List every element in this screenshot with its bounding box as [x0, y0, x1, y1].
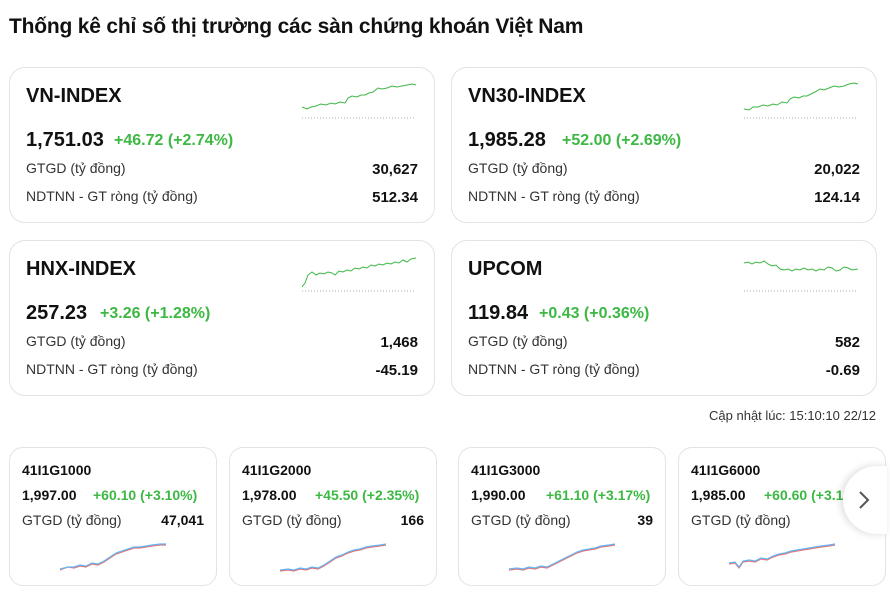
futures-card[interactable]: 41I1G3000 1,990.00 +61.10 (+3.17%) GTGD … — [458, 447, 666, 586]
gtgd-value: 20,022 — [814, 161, 860, 178]
ndt-label: NDTNN - GT ròng (tỷ đồng) — [26, 188, 198, 204]
gtgd-value: 39 — [637, 512, 653, 528]
index-change: +3.26 (+1.28%) — [100, 305, 211, 322]
sparkline-chart — [509, 543, 615, 571]
index-change: +46.72 (+2.74%) — [114, 132, 234, 149]
ndt-label: NDTNN - GT ròng (tỷ đồng) — [468, 361, 640, 377]
gtgd-label: GTGD (tỷ đồng) — [471, 512, 571, 528]
index-change: +52.00 (+2.69%) — [562, 132, 682, 149]
gtgd-label: GTGD (tỷ đồng) — [22, 512, 122, 528]
gtgd-value: 47,041 — [161, 512, 204, 528]
gtgd-value: 1,468 — [380, 334, 418, 351]
futures-change: +60.60 (+3.15%) — [764, 487, 869, 503]
index-name: VN30-INDEX — [468, 85, 586, 107]
ndt-label: NDTNN - GT ròng (tỷ đồng) — [26, 361, 198, 377]
ndt-label: NDTNN - GT ròng (tỷ đồng) — [468, 188, 640, 204]
sparkline-chart — [302, 257, 416, 292]
ndt-value: 512.34 — [372, 189, 418, 206]
gtgd-label: GTGD (tỷ đồng) — [691, 512, 791, 528]
index-value: 1,985.28 — [468, 129, 546, 151]
sparkline-chart — [302, 83, 416, 119]
gtgd-label: GTGD (tỷ đồng) — [242, 512, 342, 528]
futures-carousel: 41I1G1000 1,997.00 +60.10 (+3.10%) GTGD … — [0, 447, 890, 592]
ndt-value: -0.69 — [825, 362, 860, 379]
futures-card[interactable]: 41I1G2000 1,978.00 +45.50 (+2.35%) GTGD … — [229, 447, 437, 586]
futures-name: 41I1G1000 — [22, 462, 92, 478]
index-card-hnx[interactable]: HNX-INDEX 257.23 +3.26 (+1.28%) GTGD (tỷ… — [9, 240, 435, 396]
ndt-value: -45.19 — [375, 362, 418, 379]
index-name: HNX-INDEX — [26, 258, 137, 280]
index-name: UPCOM — [468, 258, 543, 280]
futures-change: +45.50 (+2.35%) — [315, 487, 420, 503]
futures-name: 41I1G3000 — [471, 462, 541, 478]
index-value: 119.84 — [468, 302, 529, 324]
index-value: 1,751.03 — [26, 129, 104, 151]
sparkline-chart — [280, 543, 386, 572]
gtgd-value: 30,627 — [372, 161, 418, 178]
futures-value: 1,978.00 — [242, 487, 297, 503]
gtgd-label: GTGD (tỷ đồng) — [26, 333, 126, 349]
futures-value: 1,997.00 — [22, 487, 77, 503]
gtgd-label: GTGD (tỷ đồng) — [26, 160, 126, 176]
futures-name: 41I1G2000 — [242, 462, 312, 478]
ndt-value: 124.14 — [814, 189, 860, 206]
gtgd-label: GTGD (tỷ đồng) — [468, 333, 568, 349]
futures-change: +60.10 (+3.10%) — [93, 487, 198, 503]
page-title: Thống kê chỉ số thị trường các sàn chứng… — [9, 15, 584, 38]
index-name: VN-INDEX — [26, 85, 122, 107]
sparkline-chart — [60, 543, 166, 571]
index-card-vnindex[interactable]: VN-INDEX 1,751.03 +46.72 (+2.74%) GTGD (… — [9, 67, 435, 223]
futures-name: 41I1G6000 — [691, 462, 761, 478]
updated-timestamp: Cập nhật lúc: 15:10:10 22/12 — [709, 408, 876, 423]
index-card-upcom[interactable]: UPCOM 119.84 +0.43 (+0.36%) GTGD (tỷ đồn… — [451, 240, 877, 396]
chevron-right-icon — [859, 491, 870, 509]
gtgd-label: GTGD (tỷ đồng) — [468, 160, 568, 176]
futures-value: 1,990.00 — [471, 487, 526, 503]
futures-change: +61.10 (+3.17%) — [546, 487, 651, 503]
index-value: 257.23 — [26, 302, 88, 324]
index-change: +0.43 (+0.36%) — [539, 305, 650, 322]
gtgd-value: 166 — [400, 512, 424, 528]
sparkline-chart — [744, 260, 858, 292]
index-card-vn30[interactable]: VN30-INDEX 1,985.28 +52.00 (+2.69%) GTGD… — [451, 67, 877, 223]
sparkline-chart — [729, 543, 835, 570]
futures-value: 1,985.00 — [691, 487, 746, 503]
gtgd-value: 582 — [834, 334, 860, 351]
futures-card[interactable]: 41I1G1000 1,997.00 +60.10 (+3.10%) GTGD … — [9, 447, 217, 586]
sparkline-chart — [744, 82, 858, 119]
